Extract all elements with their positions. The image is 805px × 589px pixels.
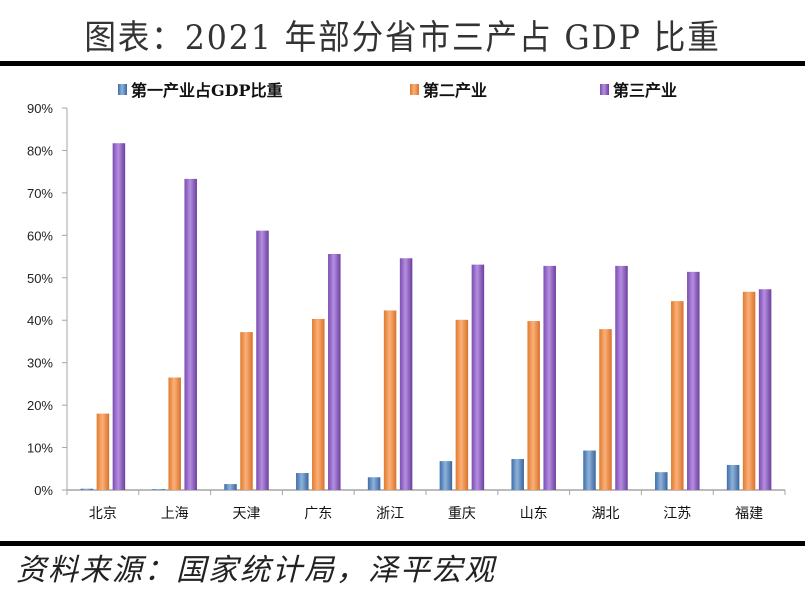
bar-2-重庆 bbox=[455, 319, 469, 490]
y-tick-label: 70% bbox=[27, 186, 53, 201]
legend-swatch-2 bbox=[410, 84, 419, 95]
bar-3-湖北 bbox=[615, 265, 628, 490]
bar-2-福建 bbox=[742, 291, 756, 490]
bar-2-北京 bbox=[96, 413, 110, 490]
bar-2-湖北 bbox=[599, 329, 612, 490]
bar-2-上海 bbox=[168, 377, 181, 490]
bar-1-浙江 bbox=[367, 477, 381, 490]
bar-1-福建 bbox=[726, 464, 740, 490]
y-tick-label: 20% bbox=[27, 398, 53, 413]
bottom-divider bbox=[0, 541, 805, 546]
bar-3-重庆 bbox=[471, 264, 485, 490]
bar-1-江苏 bbox=[655, 472, 668, 490]
y-axis: 0% 10% 20% 30% 40% 50% 60% 70% 80% 90% bbox=[27, 101, 68, 498]
bar-1-重庆 bbox=[439, 461, 453, 490]
x-axis: 北京 上海 天津 广东 浙江 重庆 山东 湖北 江苏 福建 bbox=[66, 489, 786, 522]
y-tick-label: 90% bbox=[27, 101, 53, 116]
y-tick-label: 10% bbox=[27, 441, 53, 456]
x-category-label: 天津 bbox=[233, 506, 261, 522]
x-category-label: 上海 bbox=[161, 506, 189, 522]
x-category-label: 广东 bbox=[304, 506, 332, 522]
bar-3-江苏 bbox=[687, 271, 700, 490]
x-category-label: 重庆 bbox=[448, 506, 476, 522]
y-tick-label: 50% bbox=[27, 271, 53, 286]
x-category-label: 山东 bbox=[520, 506, 548, 522]
legend-label-2: 第二产业 bbox=[423, 81, 487, 100]
source-note: 资料来源：国家统计局，泽平宏观 bbox=[16, 553, 496, 588]
bars bbox=[80, 143, 772, 491]
y-tick-label: 0% bbox=[34, 483, 53, 498]
bar-3-山东 bbox=[543, 265, 556, 490]
x-category-label: 北京 bbox=[89, 506, 117, 522]
y-tick-label: 30% bbox=[27, 356, 53, 371]
bar-3-广东 bbox=[328, 254, 341, 490]
bar-3-上海 bbox=[184, 178, 197, 491]
bar-2-浙江 bbox=[383, 310, 397, 490]
bar-2-天津 bbox=[240, 332, 253, 490]
legend-swatch-1 bbox=[118, 84, 127, 95]
x-category-label: 福建 bbox=[735, 506, 763, 522]
legend-label-1: 第一产业占GDP比重 bbox=[131, 81, 283, 100]
legend: 第一产业占GDP比重 第二产业 第三产业 bbox=[118, 81, 677, 100]
x-category-label: 湖北 bbox=[592, 506, 620, 522]
bar-3-浙江 bbox=[399, 258, 413, 490]
bar-2-江苏 bbox=[671, 301, 684, 490]
bar-1-广东 bbox=[296, 473, 309, 490]
bar-3-天津 bbox=[256, 230, 269, 491]
bar-1-山东 bbox=[511, 459, 524, 490]
y-tick-label: 80% bbox=[27, 143, 53, 158]
bar-2-广东 bbox=[312, 318, 325, 490]
legend-label-3: 第三产业 bbox=[613, 81, 677, 100]
bar-1-上海 bbox=[152, 489, 165, 490]
x-category-label: 江苏 bbox=[663, 506, 691, 522]
y-tick-label: 60% bbox=[27, 228, 53, 243]
bar-2-山东 bbox=[527, 321, 540, 490]
x-category-label: 浙江 bbox=[376, 506, 404, 522]
bar-1-北京 bbox=[80, 488, 94, 490]
bar-3-福建 bbox=[758, 289, 772, 490]
chart-title: 图表：2021 年部分省市三产占 GDP 比重 bbox=[84, 18, 721, 58]
y-tick-label: 40% bbox=[27, 313, 53, 328]
top-divider bbox=[0, 61, 805, 66]
bar-1-湖北 bbox=[583, 450, 596, 490]
bar-3-北京 bbox=[112, 143, 126, 490]
bar-1-天津 bbox=[224, 484, 237, 490]
legend-swatch-3 bbox=[600, 84, 609, 95]
